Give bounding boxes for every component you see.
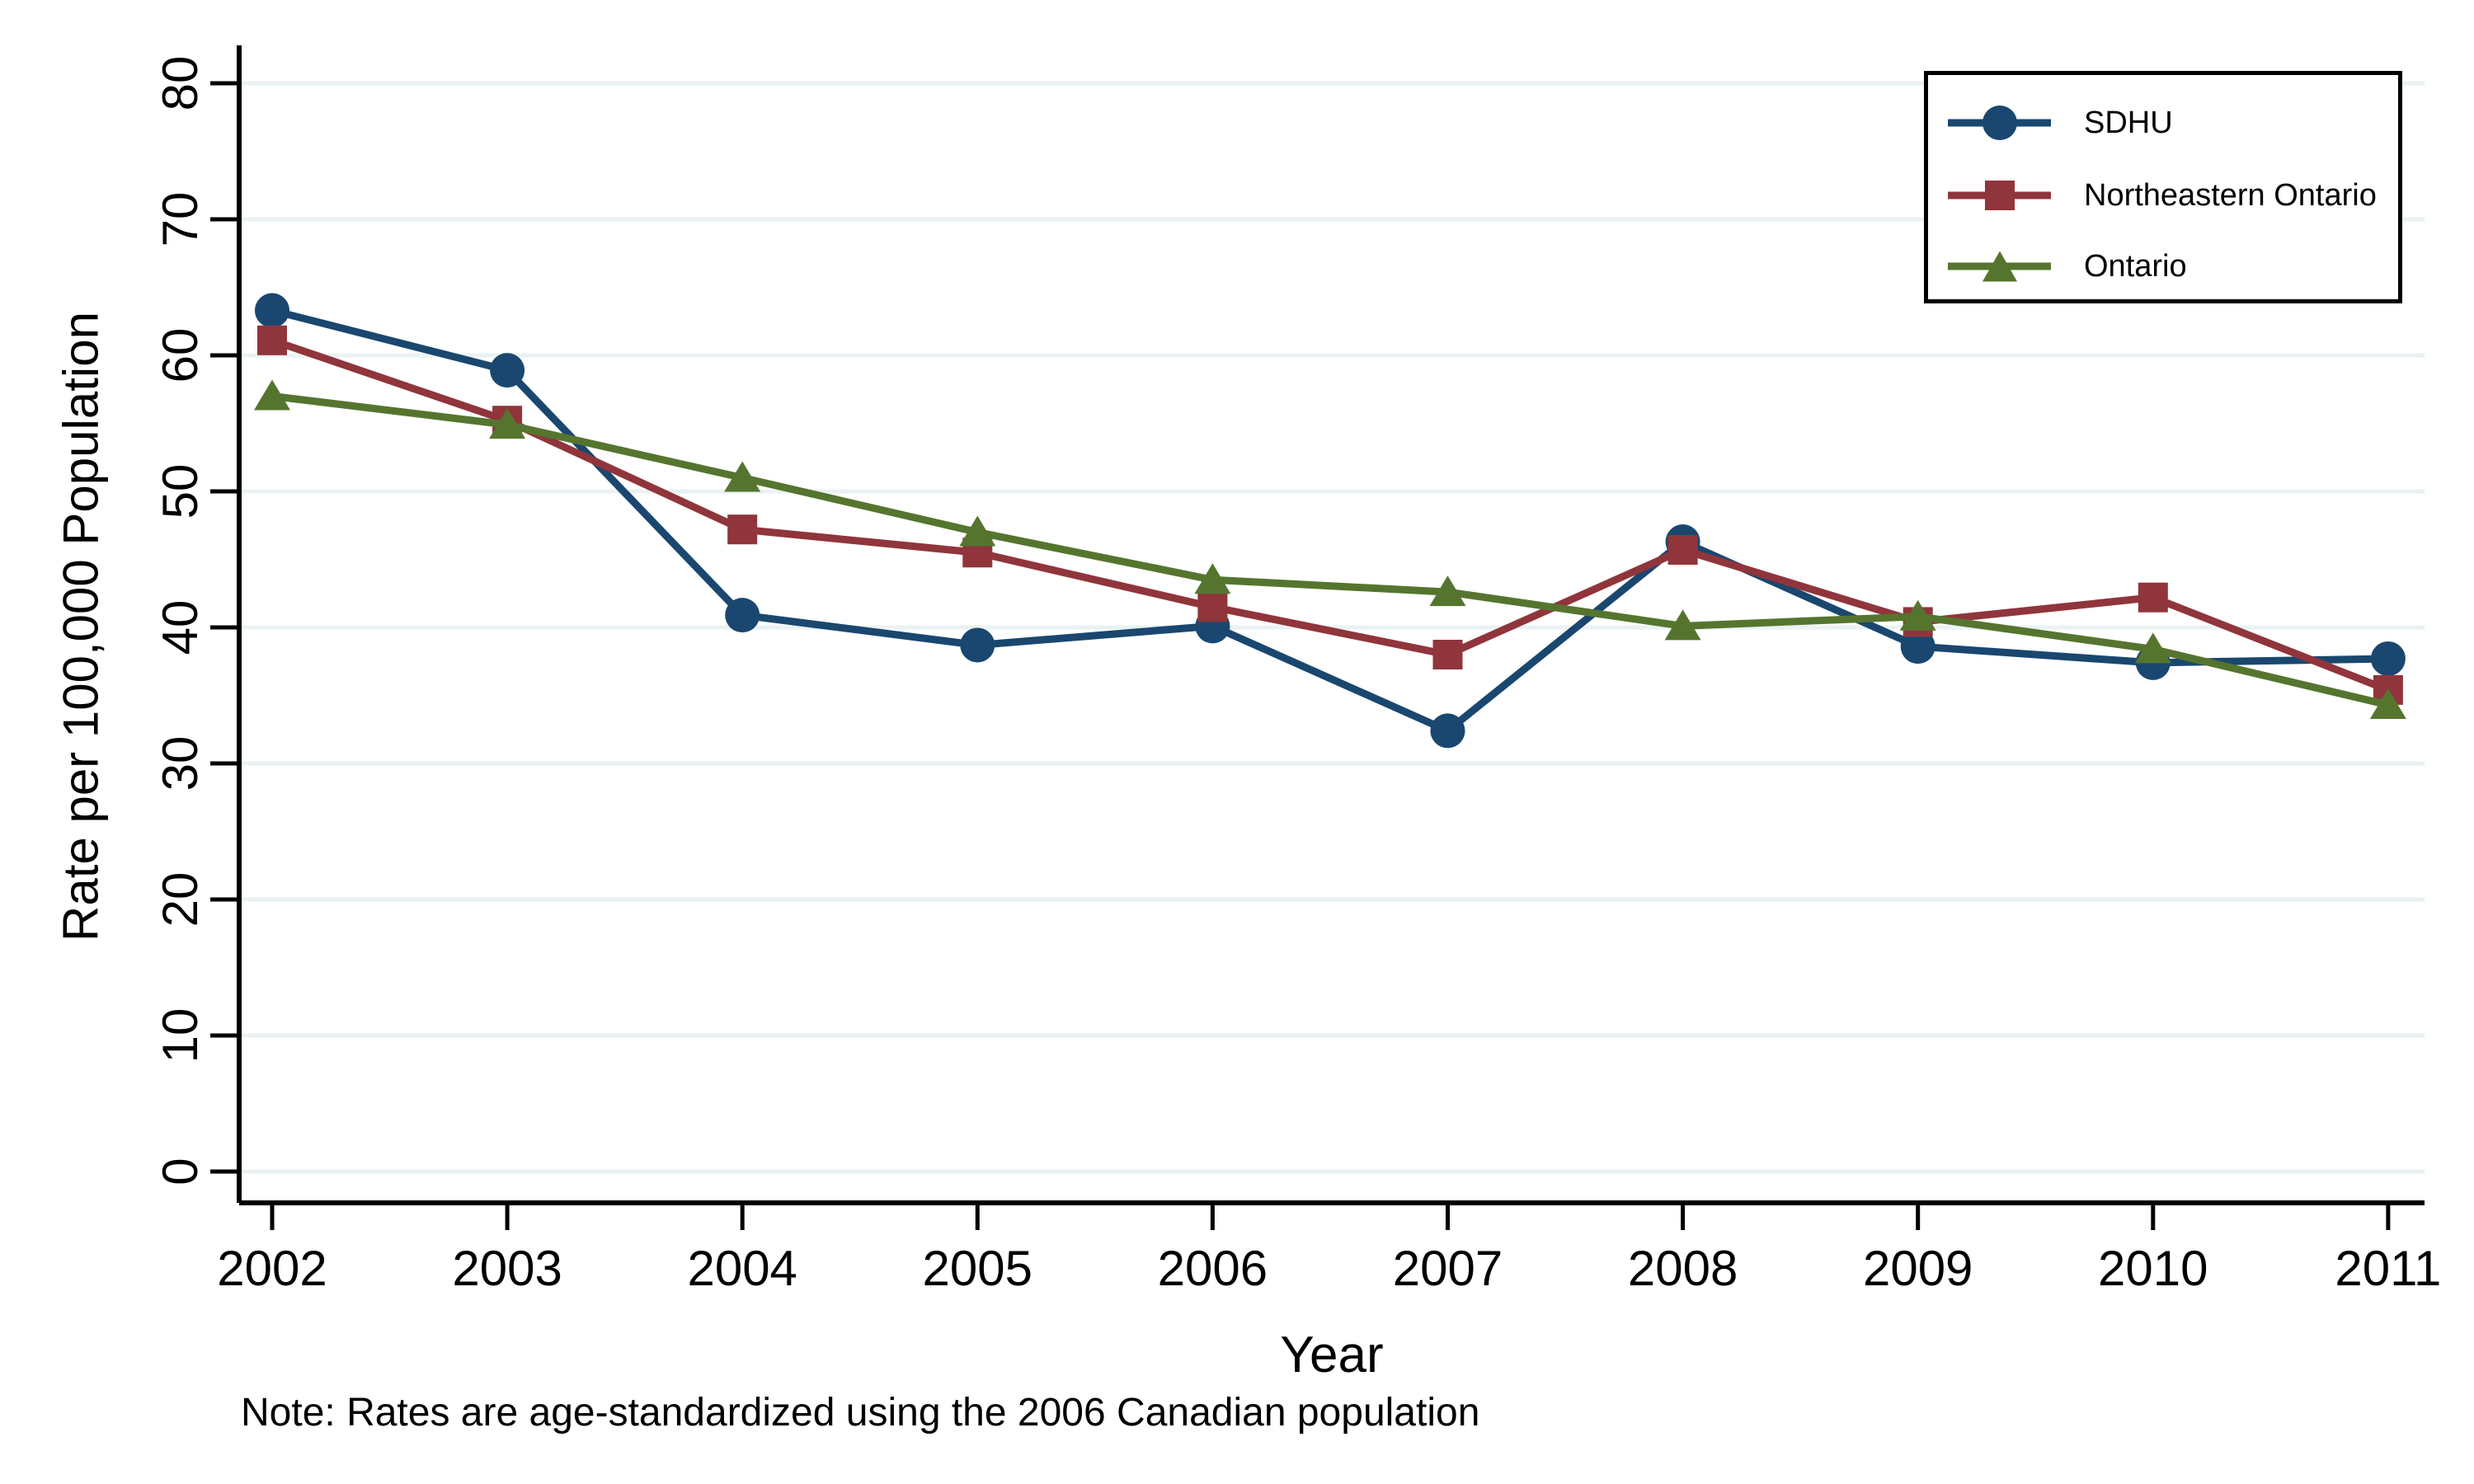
legend-item-northeastern-ontario: Northeastern Ontario xyxy=(1928,177,2398,214)
legend-label: Northeastern Ontario xyxy=(2084,177,2377,213)
data-point-circle xyxy=(255,293,289,328)
x-tick-label: 2002 xyxy=(217,1241,327,1296)
x-tick-label: 2007 xyxy=(1393,1241,1503,1296)
data-point-square xyxy=(257,325,287,355)
square-marker-icon xyxy=(1984,181,2015,210)
series-line-northeastern-ontario xyxy=(270,336,2390,694)
y-tick-label: 0 xyxy=(153,1158,208,1185)
y-tick-label: 70 xyxy=(153,192,208,247)
data-point-circle xyxy=(490,353,525,388)
data-point-circle xyxy=(725,598,760,633)
y-tick-label: 60 xyxy=(153,328,208,383)
data-point-triangle xyxy=(254,379,290,411)
y-axis-title: Rate per 100,000 Population xyxy=(53,312,109,942)
data-point-triangle xyxy=(1664,609,1701,641)
legend-item-ontario: Ontario xyxy=(1928,248,2398,284)
data-point-triangle xyxy=(1194,563,1231,594)
y-tick-label: 40 xyxy=(153,600,208,655)
data-point-square xyxy=(727,514,758,545)
data-point-square xyxy=(1667,534,1698,565)
data-point-triangle xyxy=(1429,575,1466,607)
triangle-marker-icon xyxy=(1982,251,2017,282)
x-tick-label: 2011 xyxy=(2335,1241,2441,1296)
data-point-triangle xyxy=(724,461,761,492)
x-tick-label: 2004 xyxy=(687,1241,797,1296)
data-point-triangle xyxy=(489,408,526,439)
data-point-circle xyxy=(1900,629,1935,665)
legend-label: SDHU xyxy=(2084,105,2173,140)
legend-sample xyxy=(1948,177,2051,214)
x-tick-label: 2005 xyxy=(923,1241,1032,1296)
y-tick-label: 50 xyxy=(153,464,208,519)
legend-sample xyxy=(1948,105,2051,141)
y-tick-label: 80 xyxy=(153,56,208,111)
legend-item-sdhu: SDHU xyxy=(1928,105,2398,141)
y-tick-label: 20 xyxy=(153,872,208,928)
x-tick-label: 2009 xyxy=(1863,1241,1973,1296)
x-tick-label: 2006 xyxy=(1158,1241,1268,1296)
circle-marker-icon xyxy=(1982,106,2017,140)
data-point-triangle xyxy=(2134,632,2171,664)
data-point-circle xyxy=(2370,641,2406,676)
y-tick-label: 10 xyxy=(153,1008,208,1064)
x-axis-title: Year xyxy=(1280,1327,1384,1383)
x-tick-label: 2008 xyxy=(1628,1241,1738,1296)
x-tick-label: 2003 xyxy=(452,1241,562,1296)
legend-sample xyxy=(1948,248,2051,284)
series-line-ontario xyxy=(271,392,2389,709)
data-point-circle xyxy=(1430,713,1465,749)
legend: SDHU Northeastern Ontario Ontario xyxy=(1924,71,2402,303)
legend-label: Ontario xyxy=(2084,248,2187,284)
x-tick-label: 2010 xyxy=(2098,1241,2208,1296)
footnote: Note: Rates are age-standardized using t… xyxy=(241,1391,1480,1435)
series-line-sdhu xyxy=(270,307,2388,735)
data-point-triangle xyxy=(2369,688,2406,720)
y-tick-label: 30 xyxy=(153,736,208,791)
data-point-square xyxy=(1432,640,1463,669)
data-point-triangle xyxy=(1899,599,1936,631)
data-point-triangle xyxy=(959,515,996,547)
data-point-square xyxy=(2138,582,2168,613)
data-point-circle xyxy=(960,627,995,663)
data-point-square xyxy=(1197,592,1228,622)
